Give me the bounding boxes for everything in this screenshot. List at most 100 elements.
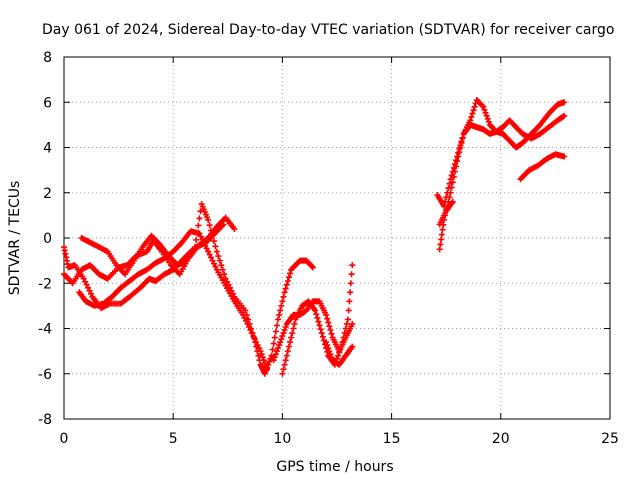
data-point <box>326 348 333 355</box>
data-point <box>243 317 249 324</box>
data-point <box>347 280 354 287</box>
data-point <box>210 260 217 267</box>
data-point <box>268 352 275 359</box>
data-point <box>278 302 285 309</box>
data-point <box>248 330 255 337</box>
data-point <box>315 318 322 325</box>
data-point <box>309 264 316 271</box>
data-point <box>205 248 212 255</box>
y-tick-label: -2 <box>38 276 52 292</box>
data-point <box>206 222 213 229</box>
data-point <box>443 194 450 201</box>
data-point <box>325 345 332 352</box>
data-point <box>459 134 466 141</box>
data-point <box>86 287 93 294</box>
data-point <box>449 179 456 186</box>
data-point <box>242 307 249 314</box>
data-point <box>259 354 266 361</box>
data-point <box>458 138 465 145</box>
data-point <box>272 351 279 358</box>
data-point <box>280 366 287 373</box>
data-point <box>266 358 273 365</box>
data-point <box>449 168 456 175</box>
data-point <box>453 157 460 164</box>
series-arc-3 <box>78 201 316 377</box>
data-point <box>212 263 219 270</box>
y-tick-label: 6 <box>43 95 52 111</box>
data-point <box>245 323 252 330</box>
data-point <box>253 339 260 346</box>
y-tick-label: 0 <box>43 231 52 247</box>
data-point <box>254 342 261 349</box>
data-point <box>280 293 287 300</box>
grid-lines <box>64 57 610 419</box>
data-point <box>284 277 291 284</box>
data-point <box>327 327 334 334</box>
data-point <box>251 336 258 343</box>
data-point <box>199 236 206 243</box>
data-point <box>485 118 492 125</box>
data-point <box>240 311 247 318</box>
data-point <box>449 198 456 205</box>
y-tick-label: 2 <box>43 186 52 202</box>
y-tick-label: 8 <box>43 50 52 66</box>
data-point <box>282 285 289 292</box>
data-point <box>480 103 487 110</box>
data-point <box>343 320 350 327</box>
data-point <box>324 342 331 349</box>
data-point <box>349 262 356 269</box>
data-point <box>313 311 320 318</box>
data-point <box>209 232 216 239</box>
data-point <box>325 319 332 326</box>
data-point <box>261 370 268 377</box>
series-arc-8 <box>436 96 568 253</box>
x-tick-label: 10 <box>273 431 291 447</box>
data-point <box>479 102 486 109</box>
data-point <box>213 248 220 255</box>
data-point <box>280 330 287 337</box>
data-point <box>277 307 284 314</box>
data-point <box>469 110 476 117</box>
data-point <box>482 109 489 116</box>
data-point <box>349 343 356 350</box>
data-point <box>444 189 451 196</box>
data-point <box>192 244 199 251</box>
data-point <box>285 343 292 350</box>
series-arc-2 <box>61 221 227 287</box>
data-point <box>275 316 282 323</box>
data-point <box>276 311 283 318</box>
chart-title: Day 061 of 2024, Sidereal Day-to-day VTE… <box>42 22 614 38</box>
data-point <box>206 251 213 258</box>
y-tick-label: -4 <box>38 322 52 338</box>
data-point <box>278 336 285 343</box>
data-point <box>277 339 284 346</box>
x-tick-label: 20 <box>492 431 510 447</box>
data-point <box>282 323 289 330</box>
series-arc-11 <box>517 151 568 183</box>
data-point <box>263 363 270 370</box>
data-point <box>483 112 490 119</box>
data-point <box>215 253 222 260</box>
data-point <box>328 330 335 337</box>
series-arc-10 <box>436 198 456 228</box>
data-point <box>87 290 94 297</box>
data-point <box>281 327 288 334</box>
data-point <box>270 340 277 347</box>
data-point <box>261 360 268 367</box>
data-point <box>457 142 464 149</box>
data-point <box>283 352 290 359</box>
data-point <box>193 236 200 243</box>
data-point <box>287 270 294 277</box>
data-point <box>451 161 458 168</box>
x-tick-label: 5 <box>169 431 178 447</box>
data-point <box>308 263 315 270</box>
x-tick-label: 0 <box>60 431 69 447</box>
data-marks <box>61 96 568 377</box>
data-point <box>282 357 289 364</box>
data-point <box>270 357 277 364</box>
data-point <box>284 348 291 355</box>
data-point <box>276 342 283 349</box>
data-point <box>208 227 215 234</box>
data-point <box>212 243 219 250</box>
